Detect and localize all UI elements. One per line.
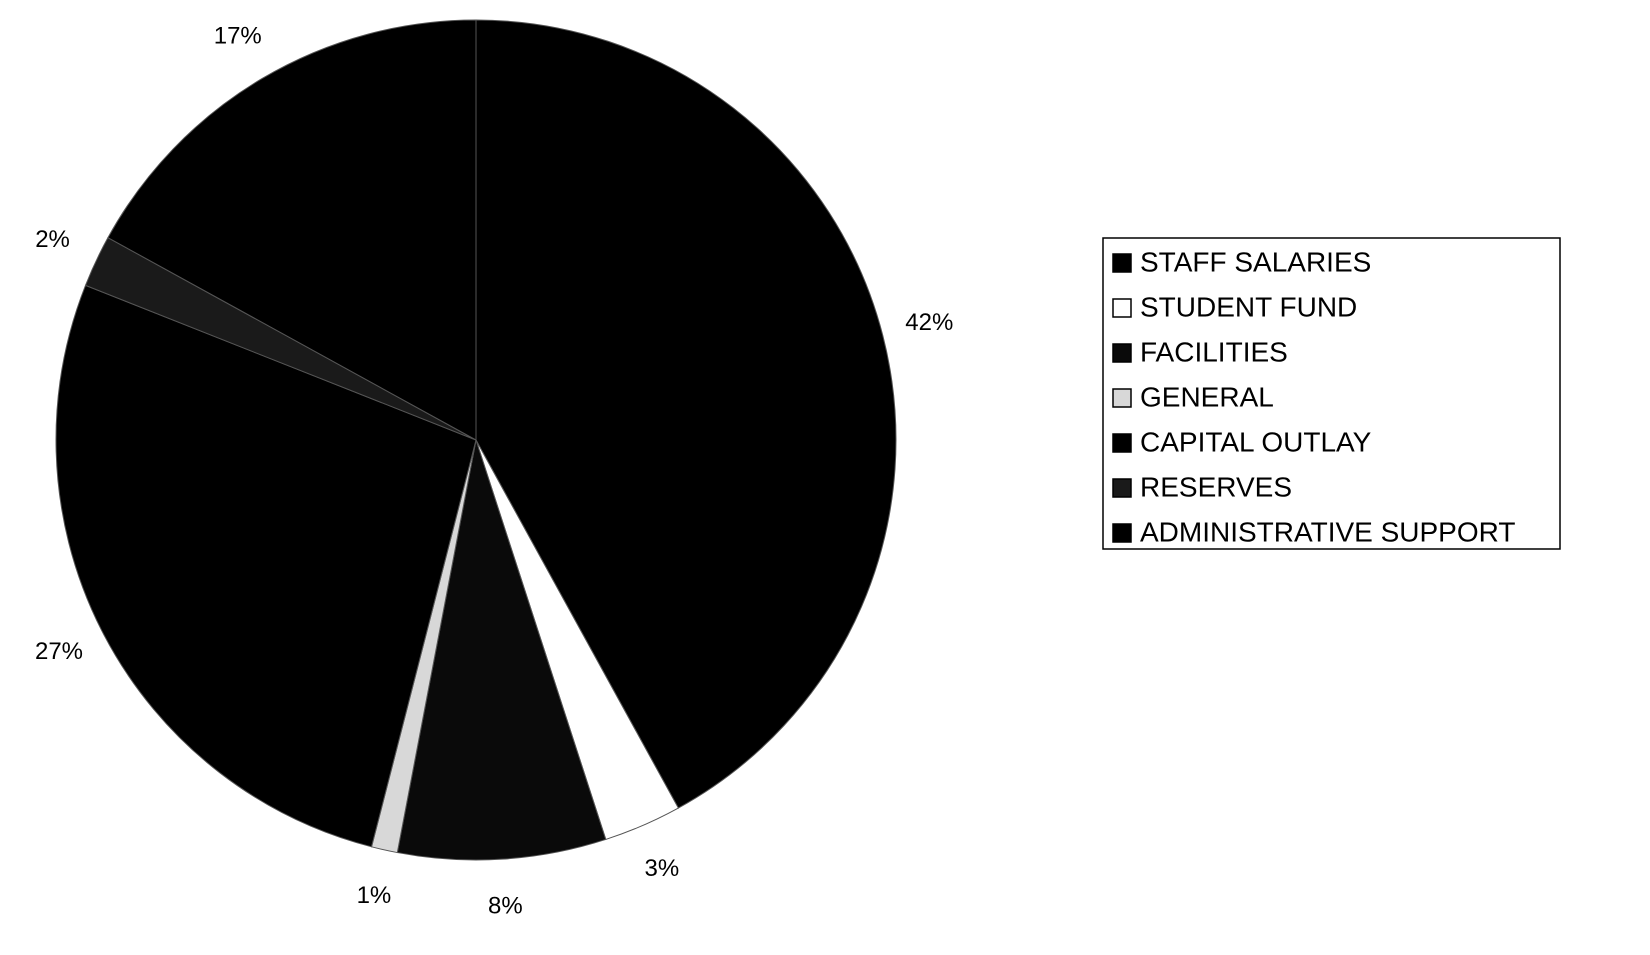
- legend-label: FACILITIES: [1140, 336, 1288, 367]
- slice-label: 2%: [35, 226, 70, 253]
- pie-slice: [396, 439, 607, 861]
- legend-swatch: [1112, 343, 1132, 363]
- pie-slice: [55, 284, 477, 848]
- pie: [55, 19, 897, 861]
- legend-swatch: [1112, 388, 1132, 408]
- legend-label: GENERAL: [1140, 381, 1274, 412]
- slice-labels: 42% 3% 8% 1% 27% 2% 17%: [35, 23, 953, 920]
- legend-label: ADMINISTRATIVE SUPPORT: [1140, 516, 1515, 547]
- legend: STAFF SALARIES STUDENT FUND FACILITIES GENE…: [1102, 237, 1561, 550]
- legend-label: CAPITAL OUTLAY: [1140, 426, 1372, 457]
- legend-swatch: [1112, 253, 1132, 273]
- legend-swatch: [1112, 478, 1132, 498]
- pie-slice: [475, 19, 897, 809]
- slice-label: 8%: [488, 892, 523, 919]
- legend-label: RESERVES: [1140, 471, 1292, 502]
- slice-label: 3%: [645, 855, 680, 882]
- slice-label: 17%: [214, 23, 262, 50]
- legend-box: [1102, 237, 1561, 550]
- legend-label: STUDENT FUND: [1140, 291, 1357, 322]
- slice-label: 27%: [35, 638, 83, 665]
- legend-swatch: [1112, 298, 1132, 318]
- legend-label: STAFF SALARIES: [1140, 246, 1371, 277]
- legend-swatch: [1112, 523, 1132, 543]
- slice-label: 42%: [905, 309, 953, 336]
- legend-swatch: [1112, 433, 1132, 453]
- slice-label: 1%: [357, 882, 392, 909]
- pie-slice: [107, 19, 477, 441]
